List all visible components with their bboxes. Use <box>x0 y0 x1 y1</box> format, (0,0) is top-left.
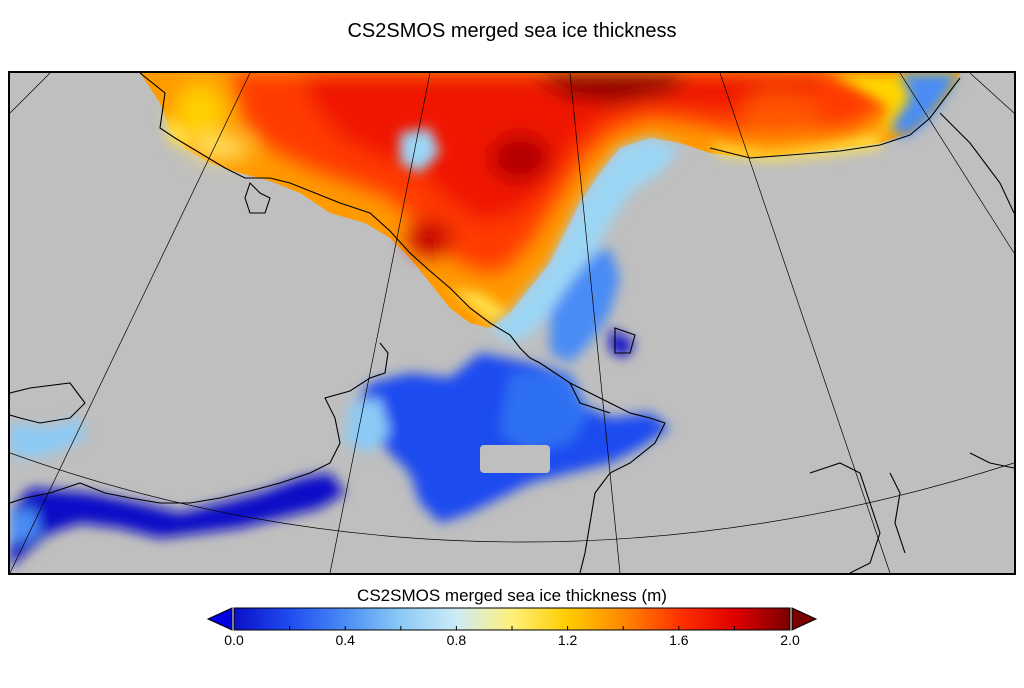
coastlines <box>10 73 1014 573</box>
colorbar-tick-label: 2.0 <box>780 632 800 648</box>
sea-ice-thick-region <box>140 73 960 328</box>
colorbar-tick-marks <box>233 626 791 630</box>
colorbar-tick-label: 0.0 <box>224 632 244 648</box>
colorbar-over-triangle <box>791 607 818 631</box>
colorbar-svg <box>206 607 818 631</box>
graticule <box>10 73 1014 573</box>
colorbar-tick-labels: 0.0 0.4 0.8 1.2 1.6 2.0 <box>0 632 1024 652</box>
colorbar-tick-label: 0.4 <box>335 632 355 648</box>
colorbar-label: CS2SMOS merged sea ice thickness (m) <box>357 586 667 605</box>
colorbar <box>206 606 818 632</box>
sea-ice-thin-region <box>10 128 680 568</box>
map-canvas <box>10 73 1014 573</box>
colorbar-tick-label: 1.6 <box>669 632 689 648</box>
colorbar-tick-label: 1.2 <box>557 632 578 648</box>
map-title: CS2SMOS merged sea ice thickness <box>347 20 677 42</box>
colorbar-under-triangle <box>206 607 233 631</box>
colorbar-tick-label: 0.8 <box>446 632 467 648</box>
map-panel <box>8 71 1016 575</box>
